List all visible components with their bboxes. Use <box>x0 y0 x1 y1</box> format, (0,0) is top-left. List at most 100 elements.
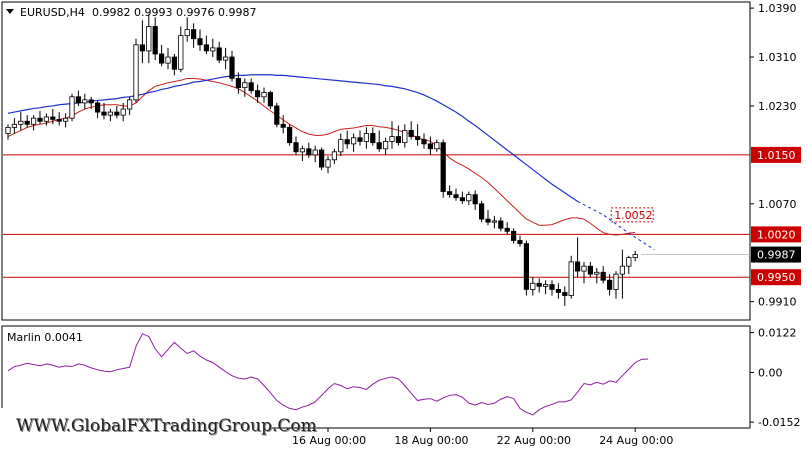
candle-body <box>389 136 395 142</box>
candle-body <box>472 194 478 205</box>
candlesticks <box>5 14 638 306</box>
candle-body <box>299 148 306 153</box>
candle-body <box>120 108 126 116</box>
indicator-line <box>7 333 649 416</box>
symbol-header: EURUSD,H4 <box>20 6 85 19</box>
candle-body <box>242 82 248 89</box>
candle-body <box>165 56 171 64</box>
candle-body <box>478 203 485 220</box>
candle-body <box>261 92 267 98</box>
candle-body <box>376 142 382 150</box>
candle-body <box>530 282 536 290</box>
candle-body <box>286 126 293 144</box>
candle-body <box>43 116 50 122</box>
ma-blue-projection <box>577 200 655 251</box>
indicator-tick-label: -0.0152 <box>758 416 800 429</box>
ohlc-header: 0.9982 0.9993 0.9976 0.9987 <box>92 6 256 19</box>
time-tick-label: 16 Aug 00:00 <box>292 434 366 447</box>
candle-body <box>338 139 344 153</box>
candle-body <box>82 99 88 104</box>
candle-body <box>562 292 568 296</box>
dropdown-triangle-icon[interactable] <box>6 9 14 14</box>
candle-body <box>11 123 17 128</box>
candle-body <box>434 142 440 150</box>
candle-body <box>197 38 203 46</box>
candle-body <box>139 44 145 52</box>
candle-body <box>626 257 632 267</box>
indicator-tick-label: 0.0122 <box>758 327 797 340</box>
candle-body <box>402 130 408 144</box>
candle-body <box>498 220 504 229</box>
price-tick-label: 1.0230 <box>758 100 797 113</box>
price-tick-label: 1.0310 <box>758 51 797 64</box>
candle-body <box>331 151 338 161</box>
time-tick-label: 18 Aug 00:00 <box>394 434 468 447</box>
horizontal-levels: 1.0150 1.0020 0.9950 <box>3 146 801 286</box>
projection-label: 1.0052 <box>614 209 653 222</box>
time-axis: 16 Aug 00:00 18 Aug 00:00 22 Aug 00:00 24 A… <box>292 428 673 447</box>
candle-body <box>229 56 235 79</box>
candle-body <box>543 284 549 287</box>
candle-body <box>101 111 107 116</box>
candle-body <box>158 53 165 64</box>
moving-averages: 1.0052 <box>7 74 655 251</box>
candle-body <box>293 142 299 153</box>
indicator-tick-label: 0.00 <box>758 366 783 379</box>
marlin-line <box>7 333 649 416</box>
candle-body <box>267 92 274 107</box>
candle-body <box>235 78 241 89</box>
candle-body <box>274 105 280 125</box>
candle-body <box>357 137 363 142</box>
candle-body <box>184 29 190 37</box>
candle-body <box>280 123 286 128</box>
candle-body <box>453 194 459 199</box>
candle-body <box>114 111 120 116</box>
level-label-bg <box>751 146 801 163</box>
candle-body <box>613 273 619 290</box>
candle-body <box>56 119 62 122</box>
candle-body <box>178 35 184 70</box>
candle-body <box>216 47 222 61</box>
price-axis: 1.0390 1.0310 1.0230 1.0070 0.9910 0.9987 <box>641 2 801 309</box>
candle-body <box>600 271 606 281</box>
candle-body <box>581 265 587 272</box>
candle-body <box>536 282 542 287</box>
candle-body <box>18 120 24 125</box>
indicator-axis: 0.0122 0.00 -0.0152 <box>750 327 800 429</box>
candle-body <box>491 220 498 223</box>
candle-body <box>587 265 594 275</box>
candle-body <box>203 44 209 52</box>
candle-body <box>127 99 133 110</box>
candle-body <box>146 26 152 52</box>
candle-body <box>254 90 261 98</box>
candle-body <box>88 99 94 104</box>
projection-label-box <box>610 207 654 223</box>
candle-body <box>37 117 43 122</box>
candle-body <box>440 142 446 192</box>
level-label: 1.0150 <box>757 149 796 162</box>
candle-body <box>210 47 216 52</box>
candle-body <box>466 194 472 202</box>
candle-body <box>306 148 312 156</box>
time-tick-label: 24 Aug 00:00 <box>599 434 673 447</box>
candle-body <box>190 29 197 40</box>
candle-body <box>421 139 427 145</box>
candle-body <box>325 159 331 168</box>
candle-body <box>408 130 414 137</box>
candle-body <box>222 56 229 61</box>
time-tick-label: 22 Aug 00:00 <box>497 434 571 447</box>
candle-body <box>607 279 613 290</box>
price-tick-label: 1.0390 <box>758 2 797 15</box>
candle-body <box>568 261 574 296</box>
candle-body <box>632 254 638 259</box>
candle-body <box>75 96 81 104</box>
candle-body <box>95 102 101 113</box>
candle-body <box>414 136 421 140</box>
candle-body <box>363 133 370 142</box>
candle-body <box>24 120 30 125</box>
candle-body <box>30 117 37 125</box>
indicator-header: Marlin 0.0041 <box>7 331 83 344</box>
candle-body <box>555 289 562 293</box>
candle-body <box>50 116 56 120</box>
candle-body <box>370 133 376 144</box>
